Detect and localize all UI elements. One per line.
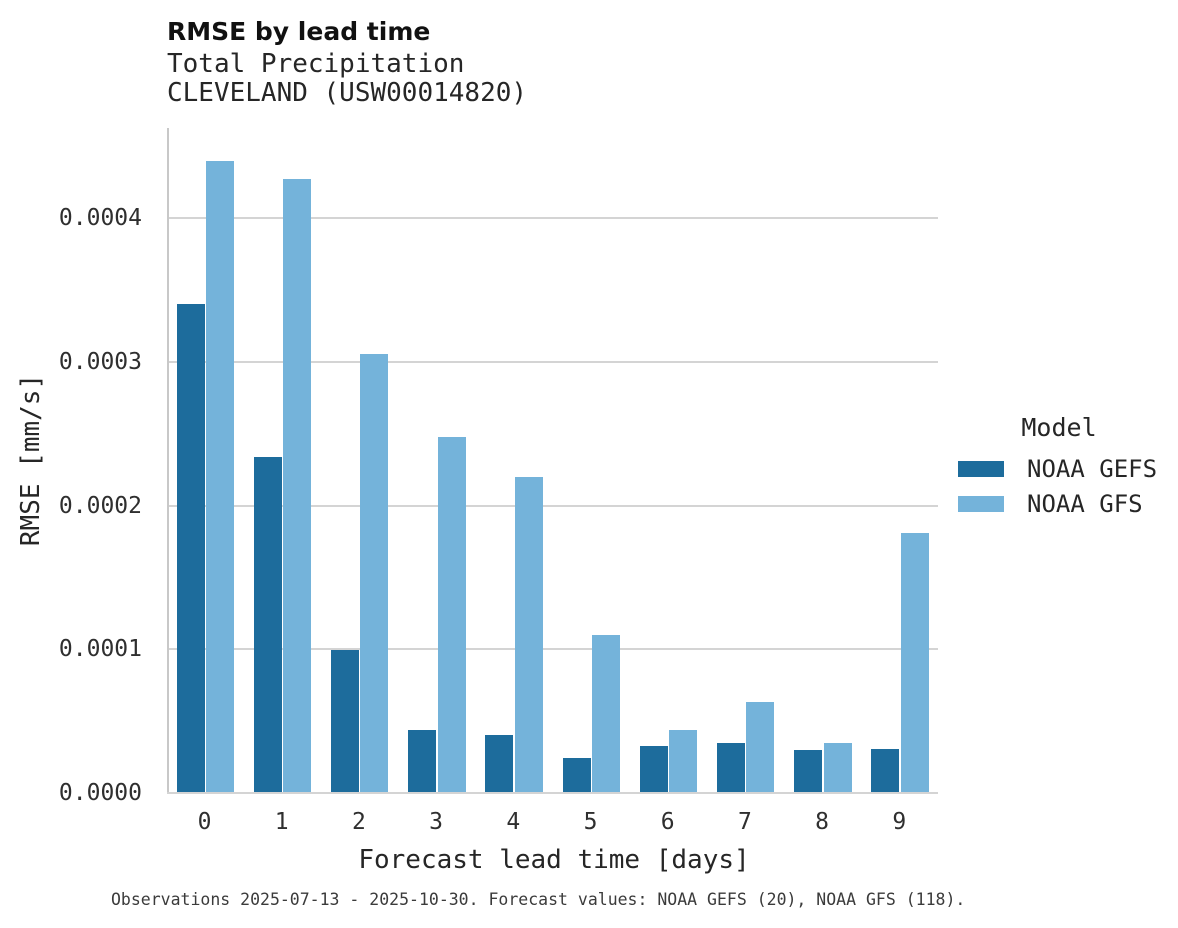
bar-noaa-gefs-day6 <box>639 746 668 792</box>
bar-noaa-gfs-day1 <box>283 179 312 792</box>
bar-noaa-gfs-day6 <box>669 730 698 792</box>
legend-swatch-icon <box>958 460 1004 477</box>
bar-noaa-gfs-day2 <box>360 354 389 792</box>
x-tick-label: 7 <box>737 809 752 835</box>
x-tick-label: 2 <box>351 809 366 835</box>
bar-noaa-gfs-day4 <box>514 477 543 792</box>
bar-noaa-gefs-day8 <box>794 750 823 792</box>
y-tick-label: 0.0003 <box>58 349 142 376</box>
legend-swatch-icon <box>958 495 1004 512</box>
y-tick-label: 0.0004 <box>58 205 142 232</box>
x-tick-label: 6 <box>660 809 675 835</box>
gridline <box>169 504 938 507</box>
y-tick-label: 0.0000 <box>58 780 142 806</box>
bar-noaa-gefs-day7 <box>716 743 745 792</box>
gridline <box>169 648 938 651</box>
caption: Observations 2025-07-13 - 2025-10-30. Fo… <box>111 890 966 909</box>
legend-entries: NOAA GEFS NOAA GFS <box>958 451 1160 521</box>
chart-subtitle-station: CLEVELAND (USW00014820) <box>167 78 528 108</box>
legend: Model NOAA GEFS NOAA GFS <box>958 413 1160 521</box>
bar-noaa-gefs-day5 <box>562 758 591 792</box>
x-axis-title: Forecast lead time [days] <box>358 845 750 875</box>
legend-label: NOAA GEFS <box>1027 454 1158 483</box>
x-tick-label: 3 <box>429 809 444 835</box>
bar-noaa-gfs-day9 <box>900 533 929 792</box>
bar-noaa-gefs-day3 <box>408 730 437 792</box>
bar-noaa-gfs-day0 <box>206 161 234 792</box>
bar-noaa-gfs-day8 <box>823 743 852 792</box>
x-tick-label: 9 <box>892 809 907 835</box>
x-tick-label: 5 <box>583 809 598 835</box>
x-tick-label: 0 <box>197 809 212 835</box>
gridline <box>169 361 938 364</box>
gridline <box>169 217 938 220</box>
legend-entry-noaa-gfs: NOAA GFS <box>958 486 1160 521</box>
chart-subtitle-variable: Total Precipitation <box>167 49 465 79</box>
bar-noaa-gfs-day7 <box>746 702 775 792</box>
y-axis-title: RMSE [mm/s] <box>16 373 46 547</box>
bar-noaa-gefs-day2 <box>330 650 359 792</box>
chart-title: RMSE by lead time <box>167 17 431 46</box>
plot-area <box>167 128 938 794</box>
bar-noaa-gfs-day5 <box>592 635 620 792</box>
legend-title: Model <box>1021 413 1097 442</box>
bar-noaa-gefs-day4 <box>485 735 514 792</box>
legend-entry-noaa-gefs: NOAA GEFS <box>958 451 1160 486</box>
bar-noaa-gefs-day9 <box>871 749 900 792</box>
x-tick-label: 4 <box>506 809 521 835</box>
legend-label: NOAA GFS <box>1027 489 1143 518</box>
bar-noaa-gfs-day3 <box>437 437 466 792</box>
x-tick-label: 1 <box>274 809 289 835</box>
y-tick-label: 0.0001 <box>58 636 142 663</box>
y-tick-label: 0.0002 <box>58 492 142 519</box>
x-tick-label: 8 <box>815 809 830 835</box>
bar-noaa-gefs-day0 <box>176 304 205 792</box>
y-axis-line <box>167 128 169 793</box>
x-axis-line <box>167 792 938 794</box>
bar-noaa-gefs-day1 <box>253 457 282 792</box>
